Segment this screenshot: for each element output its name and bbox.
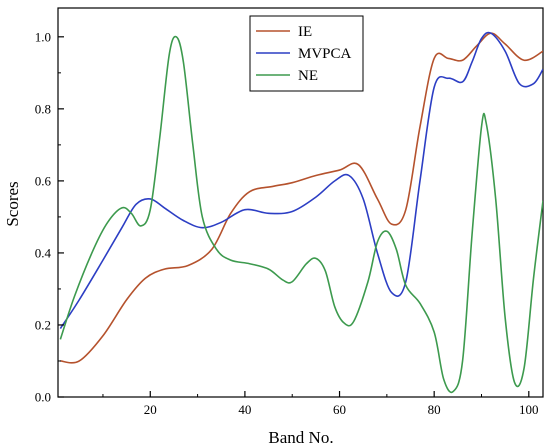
legend-label: IE xyxy=(298,24,312,40)
legend-label: NE xyxy=(298,68,318,84)
x-axis-label: Band No. xyxy=(268,428,333,447)
x-tick-label: 60 xyxy=(333,402,346,417)
x-tick-label: 80 xyxy=(428,402,441,417)
y-tick-label: 1.0 xyxy=(35,29,51,44)
legend: IE MVPCA NE xyxy=(249,15,364,92)
y-tick-label: 0.8 xyxy=(35,101,51,116)
x-tick-label: 20 xyxy=(144,402,157,417)
x-tick-label: 40 xyxy=(238,402,251,417)
y-axis-label: Scores xyxy=(3,181,22,226)
y-tick-label: 0.0 xyxy=(35,390,51,405)
legend-label: MVPCA xyxy=(298,46,352,62)
y-tick-label: 0.4 xyxy=(35,245,52,260)
series-line-ne xyxy=(59,35,543,394)
y-tick-label: 0.2 xyxy=(35,317,51,332)
x-tick-label: 100 xyxy=(519,402,539,417)
series-line-mvpca xyxy=(59,31,543,329)
y-tick-label: 0.6 xyxy=(35,173,52,188)
series-line-ie xyxy=(60,32,543,364)
